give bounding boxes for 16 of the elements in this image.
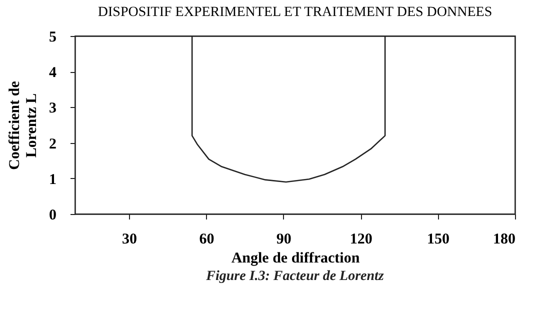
y-tick-label: 4 — [49, 65, 57, 82]
x-tick-label: 120 — [350, 232, 372, 248]
y-axis-title: Coefficient de Lorentz L — [7, 80, 40, 170]
chart-title: DISPOSITIF EXPERIMENTEL ET TRAITEMENT DES DONNEES — [98, 5, 492, 20]
x-tick-label: 90 — [276, 232, 292, 248]
y-tick-label: 0 — [49, 208, 56, 224]
y-tick-label: 3 — [49, 100, 56, 117]
x-tick-label: 60 — [199, 232, 214, 248]
y-tick-label: 1 — [49, 172, 56, 188]
x-axis-title: Angle de diffraction — [231, 250, 360, 266]
x-tick-label: 180 — [493, 232, 516, 248]
text: Figure I.3: Facteur de Lorentz — [205, 269, 384, 284]
y-tick-label: 5 — [49, 30, 56, 46]
y-tick-label: 2 — [49, 136, 56, 152]
x-tick-label: 150 — [427, 232, 450, 248]
x-tick-label: 30 — [122, 232, 138, 248]
